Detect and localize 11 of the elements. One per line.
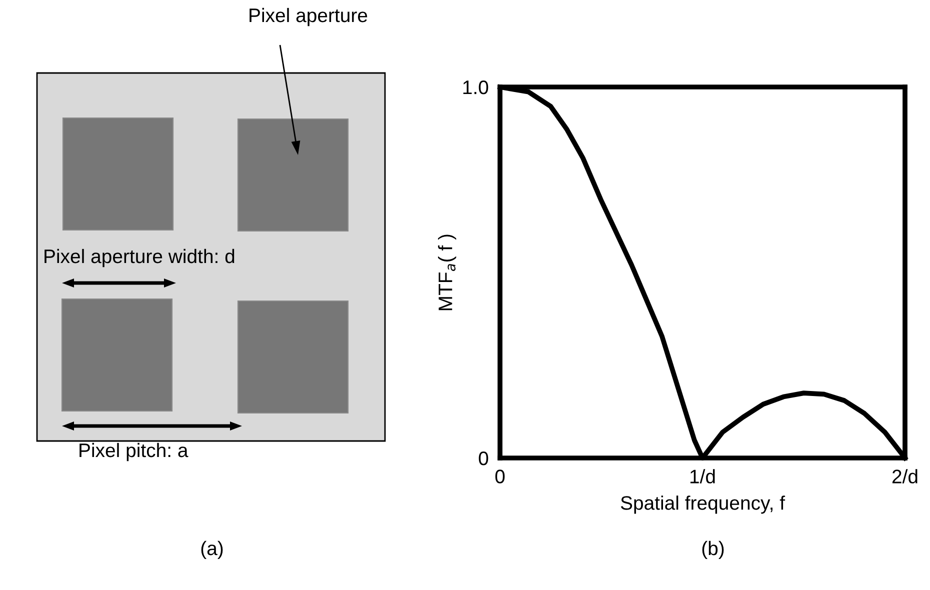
text: Pixel aperture width: d (44, 248, 234, 268)
x-tick-label: 2/d (892, 469, 918, 484)
x-axis-title: Spatial frequency, f (620, 496, 786, 514)
x-tick-label: 1/d (690, 469, 715, 484)
text: Pixel pitch: a (80, 442, 188, 462)
text: (a) (201, 540, 223, 560)
y-tick-label: 1.0 (463, 80, 488, 94)
y-axis-title: MTF$_{a}$( f ) (438, 234, 456, 310)
text: (b) (702, 540, 724, 560)
x-tick-label: 0 (495, 470, 505, 484)
text: Pixel aperture (250, 8, 368, 26)
